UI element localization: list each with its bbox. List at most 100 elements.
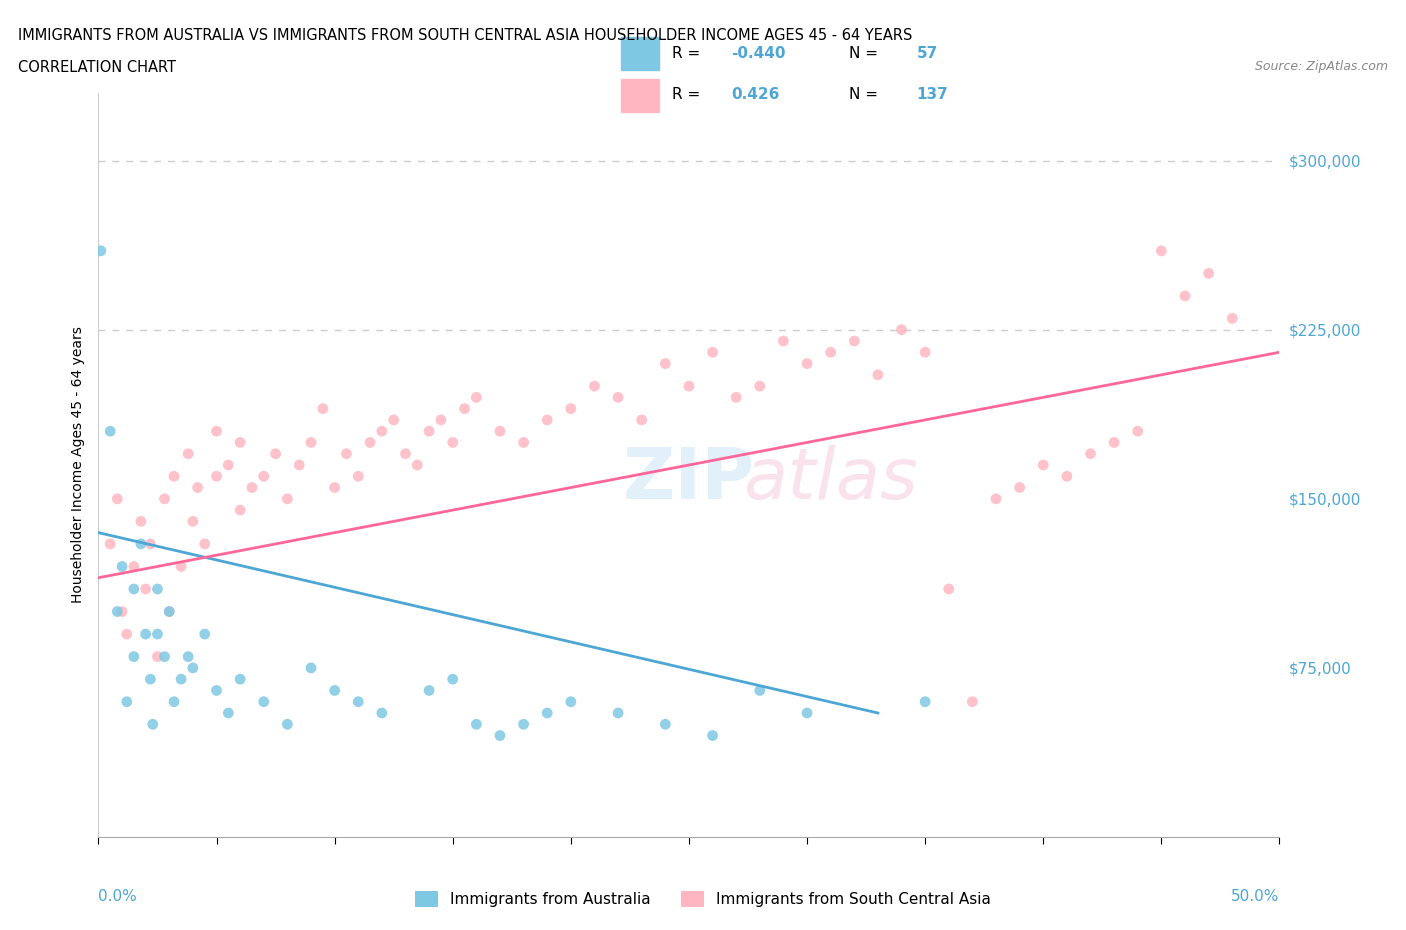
- Point: [866, 367, 889, 382]
- Point: [288, 458, 311, 472]
- Point: [276, 717, 298, 732]
- Point: [115, 695, 138, 710]
- Point: [323, 683, 346, 698]
- Point: [153, 491, 176, 506]
- Point: [607, 390, 630, 405]
- Point: [299, 435, 322, 450]
- Point: [1008, 480, 1031, 495]
- Point: [229, 671, 252, 686]
- Legend: Immigrants from Australia, Immigrants from South Central Asia: Immigrants from Australia, Immigrants fr…: [409, 884, 997, 913]
- Point: [229, 435, 252, 450]
- Point: [796, 356, 818, 371]
- Point: [157, 604, 180, 619]
- Point: [1056, 469, 1078, 484]
- Point: [607, 706, 630, 721]
- Point: [205, 424, 228, 439]
- Point: [359, 435, 381, 450]
- Text: 0.426: 0.426: [731, 87, 779, 102]
- Text: N =: N =: [849, 87, 883, 102]
- Point: [748, 683, 770, 698]
- Point: [430, 413, 453, 428]
- Point: [146, 581, 169, 596]
- Point: [382, 413, 405, 428]
- Point: [890, 323, 912, 338]
- Point: [170, 559, 193, 574]
- Point: [630, 413, 652, 428]
- Point: [135, 627, 157, 642]
- Point: [217, 458, 239, 472]
- Point: [90, 244, 112, 259]
- Point: [1102, 435, 1125, 450]
- Point: [1198, 266, 1220, 281]
- Point: [181, 660, 204, 675]
- Point: [583, 379, 606, 393]
- Point: [122, 581, 145, 596]
- Point: [678, 379, 700, 393]
- Point: [1080, 446, 1102, 461]
- Point: [323, 480, 346, 495]
- Point: [177, 649, 200, 664]
- Point: [406, 458, 429, 472]
- Point: [371, 706, 394, 721]
- Text: IMMIGRANTS FROM AUSTRALIA VS IMMIGRANTS FROM SOUTH CENTRAL ASIA HOUSEHOLDER INCO: IMMIGRANTS FROM AUSTRALIA VS IMMIGRANTS …: [18, 28, 912, 43]
- Point: [194, 627, 217, 642]
- Point: [512, 435, 534, 450]
- Point: [139, 671, 162, 686]
- Text: R =: R =: [672, 46, 706, 60]
- Point: [489, 728, 512, 743]
- Point: [240, 480, 263, 495]
- Point: [725, 390, 748, 405]
- Point: [129, 514, 152, 529]
- Point: [1174, 288, 1197, 303]
- Point: [122, 649, 145, 664]
- Point: [536, 706, 558, 721]
- Point: [205, 469, 228, 484]
- Point: [276, 491, 298, 506]
- Point: [1150, 244, 1173, 259]
- Point: [394, 446, 416, 461]
- Point: [347, 469, 370, 484]
- Point: [205, 683, 228, 698]
- Point: [129, 537, 152, 551]
- Point: [914, 695, 936, 710]
- Text: 57: 57: [917, 46, 938, 60]
- Point: [187, 480, 209, 495]
- Point: [146, 649, 169, 664]
- Text: N =: N =: [849, 46, 883, 60]
- Point: [253, 695, 276, 710]
- Point: [157, 604, 180, 619]
- Point: [914, 345, 936, 360]
- Point: [441, 671, 464, 686]
- Point: [844, 334, 866, 349]
- Point: [142, 717, 165, 732]
- Point: [163, 695, 186, 710]
- Point: [441, 435, 464, 450]
- Point: [335, 446, 357, 461]
- Point: [702, 728, 724, 743]
- Text: 0.0%: 0.0%: [98, 889, 138, 904]
- Point: [181, 514, 204, 529]
- Point: [177, 446, 200, 461]
- Point: [264, 446, 287, 461]
- Point: [560, 401, 582, 416]
- Point: [820, 345, 842, 360]
- Point: [536, 413, 558, 428]
- Point: [654, 717, 676, 732]
- Point: [170, 671, 193, 686]
- Point: [98, 537, 121, 551]
- Point: [139, 537, 162, 551]
- Point: [105, 491, 128, 506]
- Point: [796, 706, 818, 721]
- Point: [1126, 424, 1149, 439]
- Point: [465, 390, 488, 405]
- Text: CORRELATION CHART: CORRELATION CHART: [18, 60, 176, 75]
- Point: [122, 559, 145, 574]
- Text: -0.440: -0.440: [731, 46, 786, 60]
- Point: [418, 424, 440, 439]
- Point: [465, 717, 488, 732]
- Point: [98, 424, 121, 439]
- Bar: [621, 37, 659, 70]
- Point: [560, 695, 582, 710]
- Point: [748, 379, 770, 393]
- Point: [772, 334, 794, 349]
